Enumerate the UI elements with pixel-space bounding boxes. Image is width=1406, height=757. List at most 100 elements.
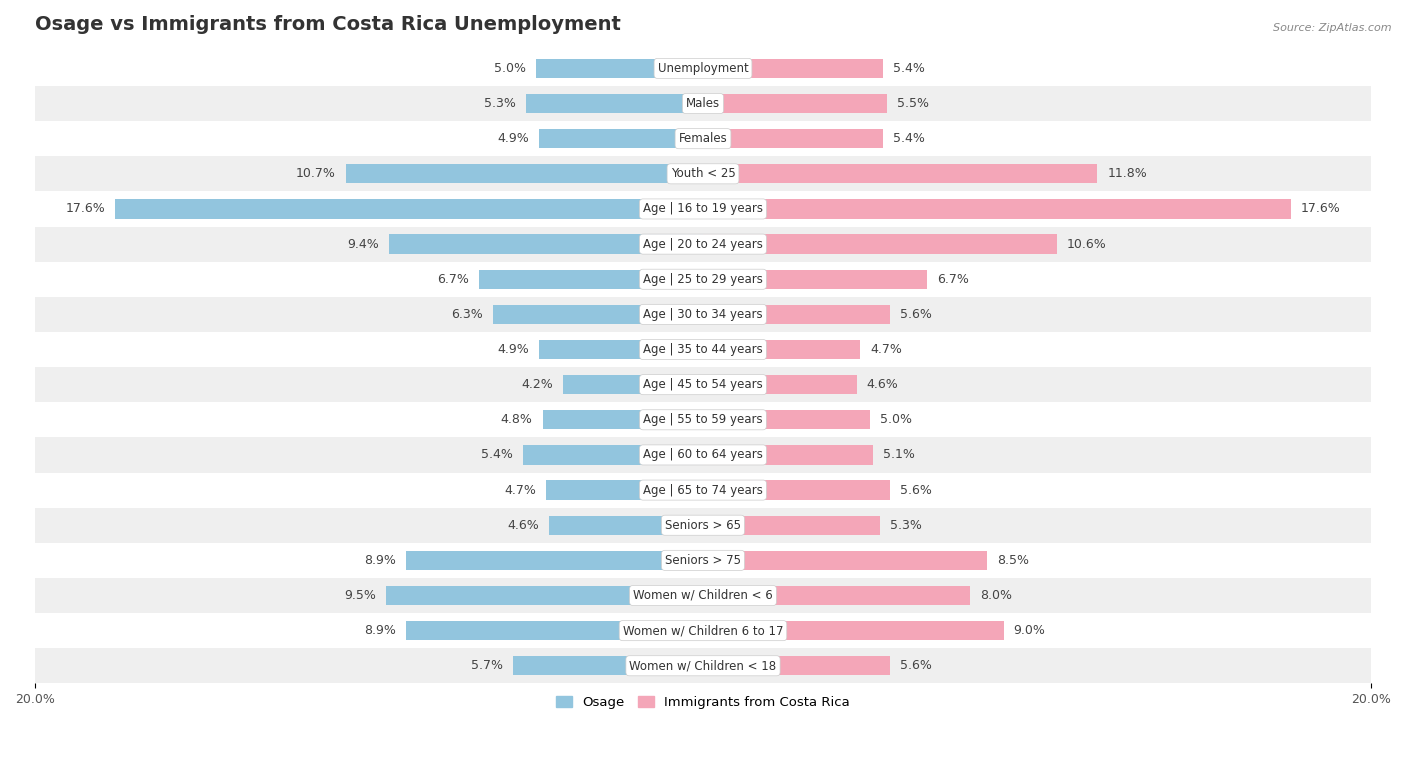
Bar: [546, 481, 703, 500]
Bar: [35, 472, 1371, 508]
Bar: [550, 516, 703, 535]
Bar: [703, 164, 1097, 183]
Bar: [703, 445, 873, 465]
Bar: [35, 367, 1371, 402]
Text: 17.6%: 17.6%: [65, 202, 105, 216]
Bar: [35, 508, 1371, 543]
Text: 8.0%: 8.0%: [980, 589, 1012, 602]
Text: Women w/ Children 6 to 17: Women w/ Children 6 to 17: [623, 624, 783, 637]
Text: 9.5%: 9.5%: [344, 589, 375, 602]
Text: Women w/ Children < 6: Women w/ Children < 6: [633, 589, 773, 602]
Text: 5.0%: 5.0%: [494, 62, 526, 75]
Text: 10.6%: 10.6%: [1067, 238, 1107, 251]
Bar: [703, 621, 1004, 640]
Bar: [35, 51, 1371, 86]
Text: 5.4%: 5.4%: [481, 448, 513, 462]
Bar: [385, 586, 703, 605]
Text: 5.4%: 5.4%: [893, 132, 925, 145]
Text: Age | 55 to 59 years: Age | 55 to 59 years: [643, 413, 763, 426]
Bar: [35, 402, 1371, 438]
Text: Females: Females: [679, 132, 727, 145]
Bar: [35, 648, 1371, 684]
Bar: [346, 164, 703, 183]
Text: 11.8%: 11.8%: [1107, 167, 1147, 180]
Text: 5.1%: 5.1%: [883, 448, 915, 462]
Bar: [703, 94, 887, 114]
Text: Seniors > 75: Seniors > 75: [665, 554, 741, 567]
Text: 5.3%: 5.3%: [890, 519, 922, 531]
Text: 9.0%: 9.0%: [1014, 624, 1046, 637]
Bar: [543, 410, 703, 429]
Text: Age | 25 to 29 years: Age | 25 to 29 years: [643, 273, 763, 285]
Text: 5.0%: 5.0%: [880, 413, 912, 426]
Text: 17.6%: 17.6%: [1301, 202, 1341, 216]
Bar: [35, 332, 1371, 367]
Bar: [35, 297, 1371, 332]
Bar: [35, 86, 1371, 121]
Bar: [703, 129, 883, 148]
Bar: [513, 656, 703, 675]
Text: 4.6%: 4.6%: [866, 378, 898, 391]
Text: 4.9%: 4.9%: [498, 343, 529, 356]
Bar: [35, 438, 1371, 472]
Bar: [703, 481, 890, 500]
Text: 5.6%: 5.6%: [900, 308, 932, 321]
Text: 5.6%: 5.6%: [900, 659, 932, 672]
Text: Unemployment: Unemployment: [658, 62, 748, 75]
Bar: [703, 586, 970, 605]
Bar: [35, 121, 1371, 156]
Bar: [35, 543, 1371, 578]
Text: Age | 45 to 54 years: Age | 45 to 54 years: [643, 378, 763, 391]
Text: Males: Males: [686, 97, 720, 110]
Bar: [703, 59, 883, 78]
Text: Osage vs Immigrants from Costa Rica Unemployment: Osage vs Immigrants from Costa Rica Unem…: [35, 15, 621, 34]
Text: 4.2%: 4.2%: [522, 378, 553, 391]
Bar: [523, 445, 703, 465]
Bar: [703, 199, 1291, 219]
Text: 4.8%: 4.8%: [501, 413, 533, 426]
Bar: [35, 578, 1371, 613]
Bar: [540, 340, 703, 359]
Bar: [526, 94, 703, 114]
Text: 9.4%: 9.4%: [347, 238, 380, 251]
Bar: [406, 621, 703, 640]
Text: Age | 20 to 24 years: Age | 20 to 24 years: [643, 238, 763, 251]
Bar: [703, 340, 860, 359]
Text: 8.9%: 8.9%: [364, 554, 395, 567]
Bar: [703, 375, 856, 394]
Text: Age | 60 to 64 years: Age | 60 to 64 years: [643, 448, 763, 462]
Bar: [35, 262, 1371, 297]
Text: 8.9%: 8.9%: [364, 624, 395, 637]
Text: 4.7%: 4.7%: [870, 343, 901, 356]
Text: 4.7%: 4.7%: [505, 484, 536, 497]
Text: Age | 16 to 19 years: Age | 16 to 19 years: [643, 202, 763, 216]
Legend: Osage, Immigrants from Costa Rica: Osage, Immigrants from Costa Rica: [551, 691, 855, 715]
Bar: [703, 305, 890, 324]
Bar: [115, 199, 703, 219]
Text: 4.9%: 4.9%: [498, 132, 529, 145]
Text: 4.6%: 4.6%: [508, 519, 540, 531]
Bar: [35, 192, 1371, 226]
Text: Age | 35 to 44 years: Age | 35 to 44 years: [643, 343, 763, 356]
Text: Youth < 25: Youth < 25: [671, 167, 735, 180]
Text: 6.7%: 6.7%: [437, 273, 470, 285]
Bar: [35, 613, 1371, 648]
Bar: [703, 516, 880, 535]
Text: 5.4%: 5.4%: [893, 62, 925, 75]
Text: Age | 30 to 34 years: Age | 30 to 34 years: [643, 308, 763, 321]
Bar: [703, 235, 1057, 254]
Bar: [540, 129, 703, 148]
Text: 8.5%: 8.5%: [997, 554, 1029, 567]
Text: 10.7%: 10.7%: [295, 167, 336, 180]
Bar: [703, 656, 890, 675]
Text: 6.3%: 6.3%: [451, 308, 482, 321]
Bar: [406, 550, 703, 570]
Text: 5.5%: 5.5%: [897, 97, 929, 110]
Bar: [703, 269, 927, 289]
Text: 6.7%: 6.7%: [936, 273, 969, 285]
Bar: [35, 226, 1371, 262]
Bar: [562, 375, 703, 394]
Text: Women w/ Children < 18: Women w/ Children < 18: [630, 659, 776, 672]
Bar: [389, 235, 703, 254]
Bar: [35, 156, 1371, 192]
